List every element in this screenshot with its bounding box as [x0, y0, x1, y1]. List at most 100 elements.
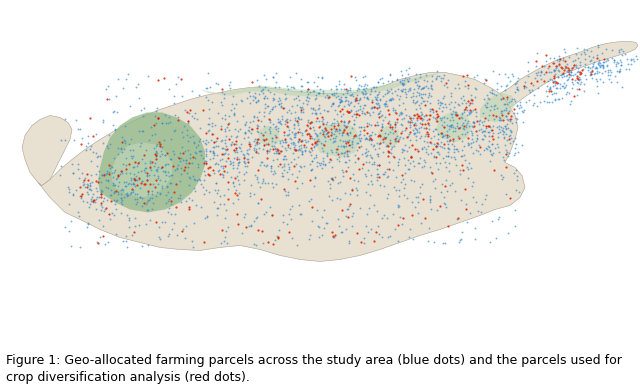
Point	[484, 89, 495, 95]
Point	[477, 201, 488, 207]
Point	[417, 117, 428, 123]
Point	[362, 95, 372, 101]
Point	[279, 161, 289, 167]
Point	[559, 85, 570, 91]
Point	[383, 78, 393, 84]
Point	[121, 155, 131, 161]
Point	[352, 111, 362, 118]
Point	[407, 142, 417, 148]
Point	[74, 174, 84, 180]
Point	[289, 125, 300, 131]
Point	[164, 179, 175, 185]
Point	[517, 108, 527, 114]
Point	[614, 68, 624, 74]
Point	[263, 103, 273, 109]
Point	[500, 87, 510, 93]
Point	[372, 96, 382, 103]
Point	[588, 75, 598, 81]
Point	[159, 152, 170, 159]
Point	[276, 121, 286, 127]
Point	[436, 75, 446, 81]
Point	[356, 124, 366, 130]
Point	[564, 72, 575, 78]
Point	[422, 117, 433, 123]
Point	[104, 211, 115, 217]
Point	[127, 180, 138, 186]
Point	[216, 126, 226, 132]
Point	[404, 65, 414, 71]
Point	[349, 96, 360, 103]
Point	[153, 114, 163, 121]
Point	[255, 184, 265, 190]
Point	[72, 209, 83, 215]
Point	[270, 169, 280, 175]
Point	[541, 69, 551, 75]
Point	[433, 149, 443, 156]
Point	[324, 185, 335, 191]
Point	[212, 168, 223, 174]
Point	[341, 159, 351, 165]
Point	[503, 125, 513, 131]
Point	[203, 139, 213, 145]
Point	[483, 117, 493, 123]
Point	[166, 225, 177, 232]
Point	[557, 83, 567, 89]
Point	[481, 122, 491, 129]
Point	[299, 144, 309, 150]
Point	[282, 144, 292, 151]
Point	[413, 199, 423, 205]
Point	[614, 65, 625, 71]
Point	[324, 156, 335, 162]
Point	[297, 151, 307, 157]
Point	[262, 95, 272, 101]
Point	[361, 149, 371, 155]
Point	[330, 232, 340, 238]
Point	[614, 69, 624, 75]
Point	[234, 195, 244, 202]
Point	[207, 119, 217, 126]
Point	[163, 233, 173, 239]
Point	[450, 109, 460, 116]
Point	[599, 56, 609, 63]
Point	[365, 137, 376, 143]
Point	[129, 177, 140, 183]
Point	[150, 143, 161, 149]
Point	[436, 130, 447, 136]
Point	[347, 144, 357, 150]
Point	[266, 108, 276, 114]
Point	[375, 182, 385, 188]
Point	[318, 90, 328, 96]
Point	[105, 141, 115, 147]
Point	[308, 155, 319, 161]
Point	[450, 125, 460, 131]
Point	[380, 134, 390, 141]
Point	[499, 129, 509, 135]
Point	[404, 74, 414, 81]
Point	[189, 189, 200, 195]
Point	[120, 76, 131, 82]
Point	[452, 148, 463, 154]
Point	[508, 138, 518, 144]
Point	[284, 211, 294, 217]
Point	[236, 141, 246, 147]
Point	[280, 187, 290, 194]
Point	[385, 137, 395, 143]
Point	[103, 83, 113, 89]
Point	[616, 62, 626, 68]
Point	[336, 149, 346, 156]
Point	[131, 177, 141, 183]
Point	[536, 76, 546, 82]
Point	[350, 74, 360, 80]
Point	[85, 183, 95, 189]
Point	[579, 48, 589, 55]
Point	[111, 93, 122, 99]
Point	[228, 180, 238, 186]
Point	[290, 132, 300, 138]
Point	[335, 99, 345, 105]
Point	[280, 91, 290, 97]
Point	[330, 149, 340, 155]
Point	[510, 145, 520, 151]
Point	[163, 209, 173, 215]
Point	[209, 199, 219, 205]
Point	[285, 159, 296, 165]
